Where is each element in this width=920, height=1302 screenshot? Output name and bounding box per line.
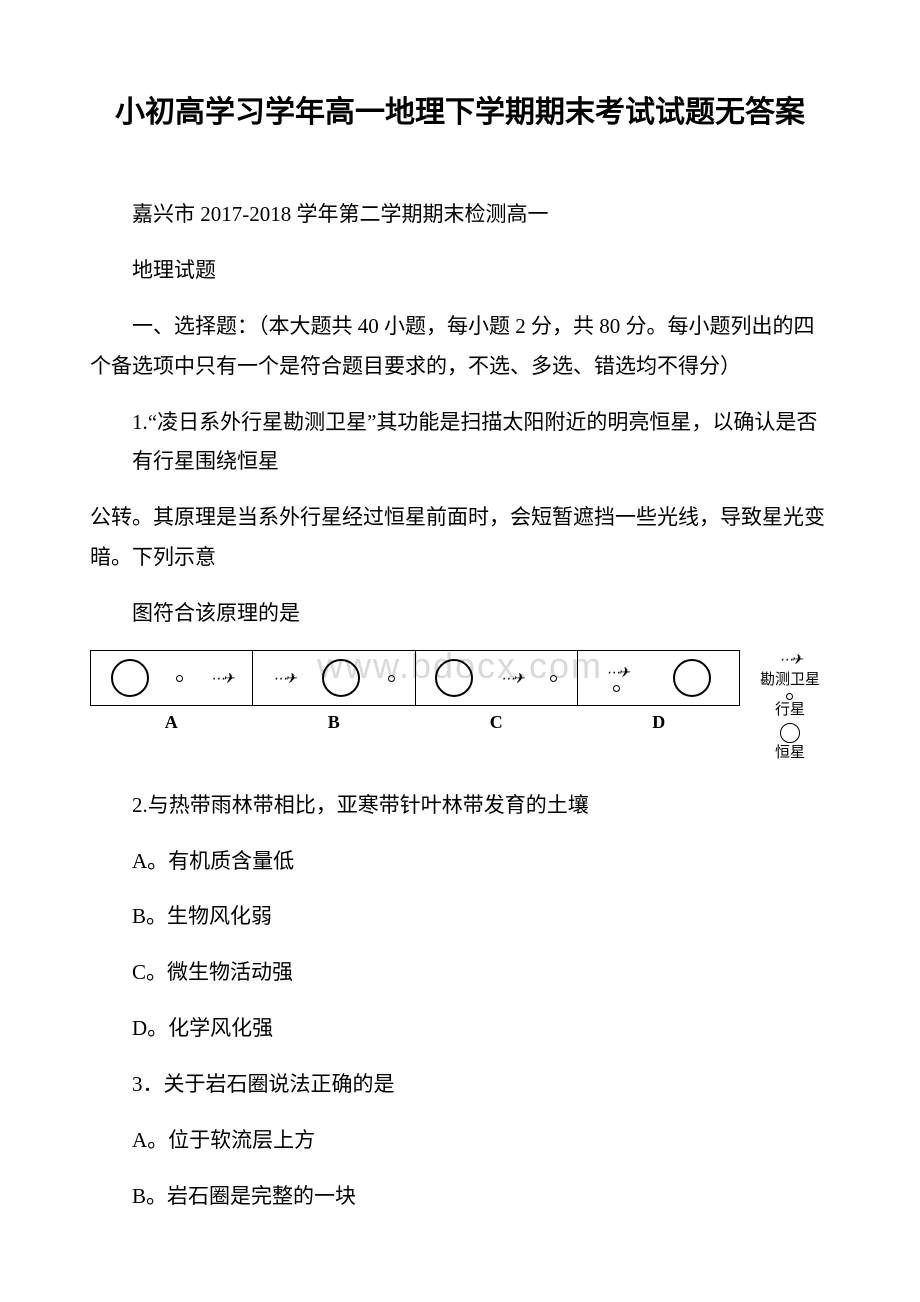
q1-para2: 公转。其原理是当系外行星经过恒星前面时，会短暂遮挡一些光线，导致星光变暗。下列示… bbox=[90, 498, 830, 578]
star-icon bbox=[322, 659, 360, 697]
q2-option-b: B。生物风化弱 bbox=[90, 897, 830, 937]
satellite-icon: ⋯✈ bbox=[501, 670, 523, 687]
label-d: D bbox=[578, 712, 741, 733]
exam-header-line2: 地理试题 bbox=[90, 251, 830, 291]
q3-stem: 3．关于岩石圈说法正确的是 bbox=[90, 1065, 830, 1105]
diagram-legend: ⋯✈ 勘测卫星 行星 恒星 bbox=[740, 650, 830, 766]
planet-icon bbox=[388, 675, 395, 682]
q2-option-d: D。化学风化强 bbox=[90, 1009, 830, 1049]
diagram-cell-b: ⋯✈ bbox=[253, 651, 415, 705]
q3-option-b: B。岩石圈是完整的一块 bbox=[90, 1177, 830, 1217]
satellite-icon: ⋯✈ bbox=[606, 664, 628, 681]
diagram-options: ⋯✈ ⋯✈ ⋯✈ ⋯✈ bbox=[90, 650, 740, 733]
q2-option-a: A。有机质含量低 bbox=[90, 842, 830, 882]
diagram-labels: A B C D bbox=[90, 712, 740, 733]
document-content: 小初高学习学年高一地理下学期期末考试试题无答案 嘉兴市 2017-2018 学年… bbox=[90, 90, 830, 1217]
legend-planet-label: 行星 bbox=[775, 700, 805, 721]
label-c: C bbox=[415, 712, 578, 733]
diagram-row: ⋯✈ ⋯✈ ⋯✈ ⋯✈ bbox=[90, 650, 740, 706]
satellite-icon: ⋯✈ bbox=[211, 670, 233, 687]
star-icon bbox=[673, 659, 711, 697]
document-title: 小初高学习学年高一地理下学期期末考试试题无答案 bbox=[90, 90, 830, 135]
diagram-cell-c: ⋯✈ bbox=[416, 651, 578, 705]
exam-header-line1: 嘉兴市 2017-2018 学年第二学期期末检测高一 bbox=[90, 195, 830, 235]
label-a: A bbox=[90, 712, 253, 733]
q2-stem: 2.与热带雨林带相比，亚寒带针叶林带发育的土壤 bbox=[90, 786, 830, 826]
satellite-icon: ⋯✈ bbox=[779, 650, 801, 670]
planet-icon bbox=[786, 693, 793, 700]
legend-sat-label: 勘测卫星 bbox=[760, 670, 820, 691]
q1-para1: 1.“凌日系外行星勘测卫星”其功能是扫描太阳附近的明亮恒星，以确认是否有行星围绕… bbox=[132, 403, 830, 483]
planet-icon bbox=[176, 675, 183, 682]
star-icon bbox=[435, 659, 473, 697]
label-b: B bbox=[253, 712, 416, 733]
diagram-cell-d: ⋯✈ bbox=[578, 651, 739, 705]
star-icon bbox=[780, 723, 800, 743]
q3-option-a: A。位于软流层上方 bbox=[90, 1121, 830, 1161]
diagram-cell-a: ⋯✈ bbox=[91, 651, 253, 705]
q2-option-c: C。微生物活动强 bbox=[90, 953, 830, 993]
planet-icon bbox=[550, 675, 557, 682]
q1-diagram: ⋯✈ ⋯✈ ⋯✈ ⋯✈ bbox=[90, 650, 830, 766]
q1-para3: 图符合该原理的是 bbox=[90, 594, 830, 634]
satellite-icon: ⋯✈ bbox=[273, 670, 295, 687]
star-icon bbox=[111, 659, 149, 697]
legend-star-label: 恒星 bbox=[775, 743, 805, 764]
planet-icon bbox=[613, 685, 620, 692]
section-1-heading: 一、选择题：（本大题共 40 小题，每小题 2 分，共 80 分。每小题列出的四… bbox=[90, 307, 830, 387]
